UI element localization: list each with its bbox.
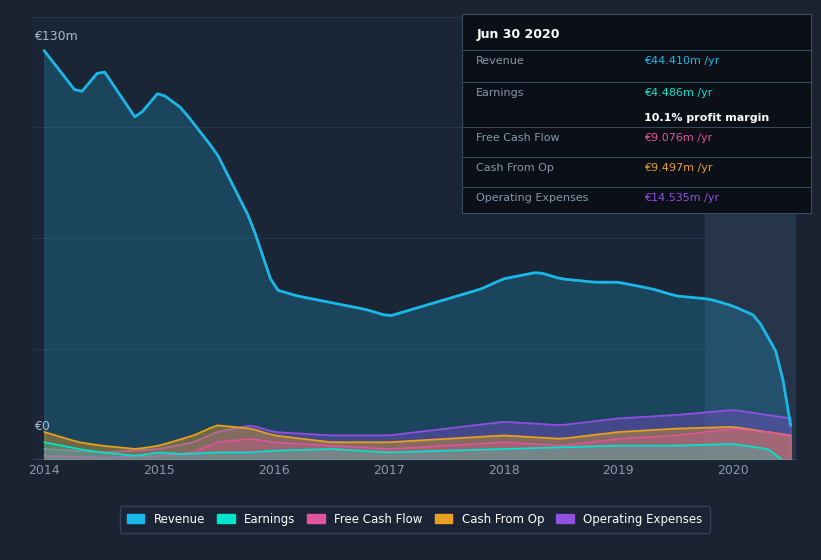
Legend: Revenue, Earnings, Free Cash Flow, Cash From Op, Operating Expenses: Revenue, Earnings, Free Cash Flow, Cash … xyxy=(120,506,709,533)
Text: €9.497m /yr: €9.497m /yr xyxy=(644,163,712,173)
Text: €0: €0 xyxy=(34,419,50,433)
Text: 10.1% profit margin: 10.1% profit margin xyxy=(644,113,769,123)
Text: Free Cash Flow: Free Cash Flow xyxy=(476,133,560,143)
Text: Jun 30 2020: Jun 30 2020 xyxy=(476,28,560,41)
Text: €9.076m /yr: €9.076m /yr xyxy=(644,133,712,143)
Text: Cash From Op: Cash From Op xyxy=(476,163,554,173)
Text: €4.486m /yr: €4.486m /yr xyxy=(644,87,712,97)
Text: Revenue: Revenue xyxy=(476,56,525,66)
Text: €14.535m /yr: €14.535m /yr xyxy=(644,193,719,203)
Text: €44.410m /yr: €44.410m /yr xyxy=(644,56,719,66)
Text: Operating Expenses: Operating Expenses xyxy=(476,193,589,203)
Text: €130m: €130m xyxy=(34,30,78,43)
Text: Earnings: Earnings xyxy=(476,87,525,97)
Bar xyxy=(704,17,796,459)
